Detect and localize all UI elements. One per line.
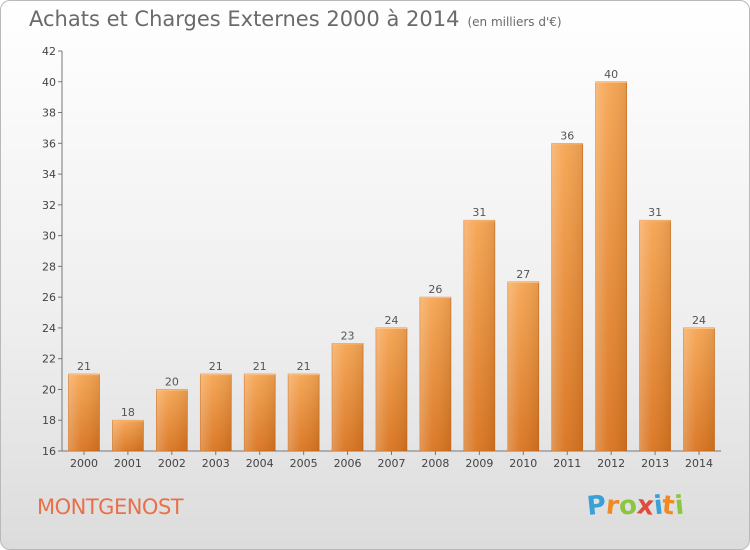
bar-value-label: 27 <box>516 268 530 281</box>
bar-value-label: 23 <box>341 329 355 342</box>
y-tick-label: 36 <box>42 137 56 150</box>
bar-shine <box>68 374 100 451</box>
bar-shine <box>288 374 320 451</box>
bar-value-label: 21 <box>297 360 311 373</box>
x-tick-label: 2005 <box>290 457 318 470</box>
bar-shine <box>463 220 495 451</box>
y-tick-label: 42 <box>42 45 56 58</box>
x-tick-label: 2007 <box>378 457 406 470</box>
x-tick-label: 2003 <box>202 457 230 470</box>
bar-shine <box>551 143 583 452</box>
chart-unit: (en milliers d'€) <box>467 15 562 29</box>
bar-value-label: 24 <box>385 314 399 327</box>
commune-name: MONTGENOST <box>37 495 184 519</box>
bar-shine <box>156 389 188 451</box>
bar-shine <box>244 374 276 451</box>
x-tick-label: 2002 <box>158 457 186 470</box>
y-tick-label: 30 <box>42 230 56 243</box>
y-tick-label: 22 <box>42 353 56 366</box>
y-tick-label: 18 <box>42 414 56 427</box>
y-tick-label: 16 <box>42 445 56 458</box>
x-tick-label: 2006 <box>334 457 362 470</box>
x-tick-label: 2013 <box>641 457 669 470</box>
x-tick-label: 2008 <box>421 457 449 470</box>
x-tick-label: 2011 <box>553 457 581 470</box>
bar-value-label: 40 <box>604 68 618 81</box>
x-tick-label: 2014 <box>685 457 713 470</box>
bar-shine <box>419 297 451 451</box>
y-tick-label: 40 <box>42 76 56 89</box>
y-tick-label: 34 <box>42 168 56 181</box>
bar-shine <box>376 327 407 451</box>
chart-title-text: Achats et Charges Externes 2000 à 2014 <box>29 7 460 31</box>
y-tick-label: 26 <box>42 291 56 304</box>
bar-value-label: 21 <box>253 360 267 373</box>
y-tick-label: 20 <box>42 383 56 396</box>
proxiti-logo: Proxiti <box>585 490 686 522</box>
x-tick-label: 2012 <box>597 457 625 470</box>
bar-shine <box>683 327 715 451</box>
bar-value-label: 21 <box>77 360 91 373</box>
bar-shine <box>200 374 232 451</box>
x-tick-label: 2001 <box>114 457 142 470</box>
bar-value-label: 18 <box>121 406 135 419</box>
y-tick-label: 24 <box>42 322 56 335</box>
bar-value-label: 31 <box>472 206 486 219</box>
logo-letter: i <box>673 490 686 522</box>
bar-value-label: 36 <box>560 129 574 142</box>
x-tick-label: 2010 <box>509 457 537 470</box>
chart-title: Achats et Charges Externes 2000 à 2014 (e… <box>29 7 562 31</box>
y-tick-label: 28 <box>42 260 56 273</box>
bar-value-label: 31 <box>648 206 662 219</box>
y-tick-label: 38 <box>42 107 56 120</box>
x-tick-label: 2004 <box>246 457 274 470</box>
bar-shine <box>595 81 627 452</box>
bar-value-label: 20 <box>165 375 179 388</box>
x-tick-label: 2009 <box>465 457 493 470</box>
bar-value-label: 24 <box>692 314 706 327</box>
bar-value-label: 26 <box>428 283 442 296</box>
x-tick-label: 2000 <box>70 457 98 470</box>
y-tick-label: 32 <box>42 199 56 212</box>
bar-shine <box>639 220 671 451</box>
bar-value-label: 21 <box>209 360 223 373</box>
bar-shine <box>112 420 144 451</box>
bar-shine <box>332 343 364 451</box>
bar-shine <box>507 281 539 451</box>
